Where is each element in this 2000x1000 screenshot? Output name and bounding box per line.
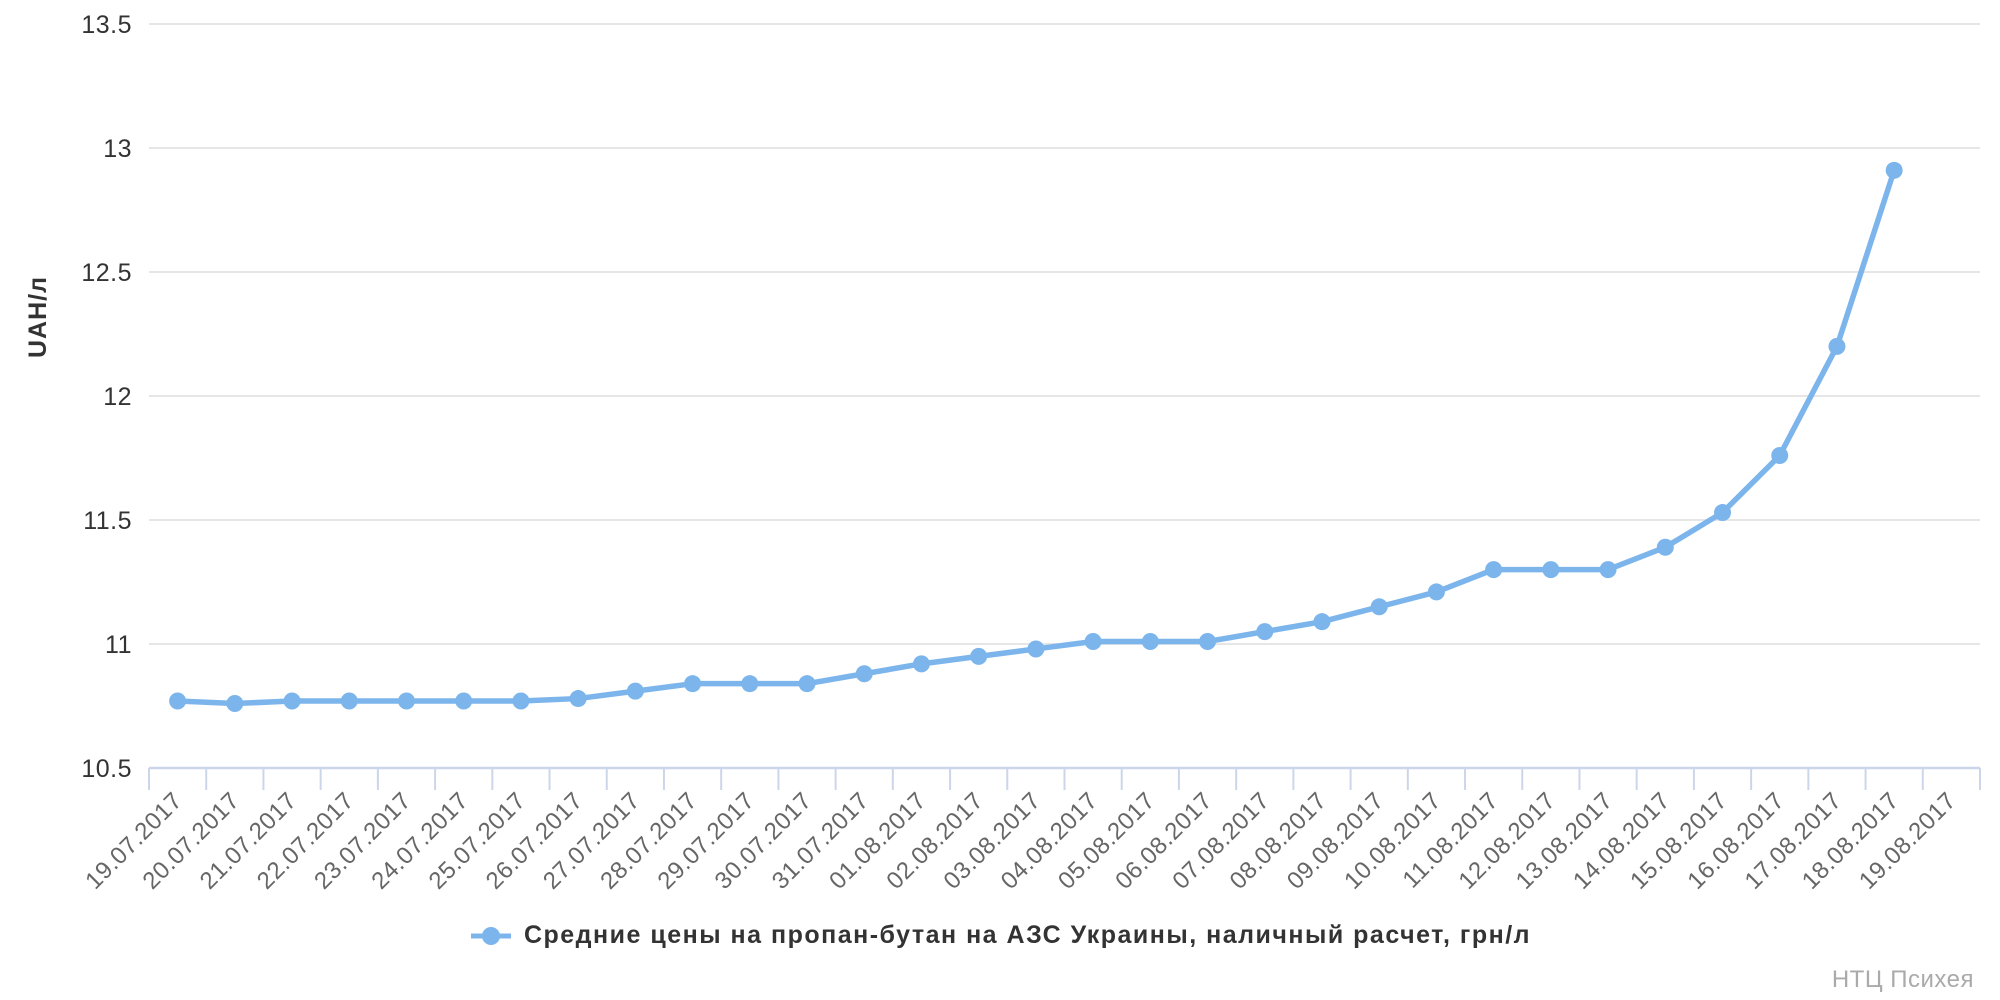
data-point[interactable] xyxy=(512,692,530,710)
data-point[interactable] xyxy=(1714,504,1732,522)
data-point[interactable] xyxy=(1828,337,1846,355)
legend-item[interactable]: Средние цены на пропан-бутан на АЗС Укра… xyxy=(469,921,1531,950)
data-point[interactable] xyxy=(226,695,244,713)
y-axis-label: 13.5 xyxy=(81,11,132,39)
data-point[interactable] xyxy=(1084,633,1102,651)
price-line xyxy=(174,167,1897,707)
y-axis-label: 12.5 xyxy=(81,259,132,287)
data-point[interactable] xyxy=(283,692,301,710)
data-point[interactable] xyxy=(340,692,358,710)
data-point[interactable] xyxy=(855,665,873,683)
y-axis-label: 13 xyxy=(103,135,132,163)
data-point[interactable] xyxy=(798,675,816,693)
attribution-watermark: НТЦ Психея xyxy=(1831,966,1974,993)
data-point[interactable] xyxy=(1427,583,1445,601)
data-point[interactable] xyxy=(569,690,587,708)
data-point[interactable] xyxy=(626,682,644,700)
data-point[interactable] xyxy=(1141,633,1159,651)
data-point[interactable] xyxy=(1027,640,1045,658)
data-point[interactable] xyxy=(1771,447,1789,465)
data-point[interactable] xyxy=(1656,538,1674,556)
y-axis-label: 11.5 xyxy=(83,507,132,535)
legend: Средние цены на пропан-бутан на АЗС Укра… xyxy=(0,921,2000,950)
y-axis-label: 12 xyxy=(103,383,132,411)
y-axis-label: 10.5 xyxy=(81,755,132,783)
legend-label: Средние цены на пропан-бутан на АЗС Укра… xyxy=(523,921,1532,949)
data-point[interactable] xyxy=(1313,613,1331,631)
data-point[interactable] xyxy=(1199,633,1217,651)
data-point[interactable] xyxy=(684,675,702,693)
y-axis-label: 11 xyxy=(105,631,132,659)
data-point[interactable] xyxy=(912,655,930,673)
data-point[interactable] xyxy=(1542,561,1560,579)
legend-series-marker-icon xyxy=(470,926,511,945)
data-point[interactable] xyxy=(397,692,415,710)
data-point[interactable] xyxy=(455,692,473,710)
data-point[interactable] xyxy=(1599,561,1617,579)
data-point[interactable] xyxy=(741,675,759,693)
data-point[interactable] xyxy=(1885,161,1903,179)
data-point[interactable] xyxy=(169,692,187,710)
data-point[interactable] xyxy=(1256,623,1274,641)
data-point[interactable] xyxy=(1485,561,1503,579)
data-point[interactable] xyxy=(1370,598,1388,616)
y-axis-title: UAH/л xyxy=(24,276,52,358)
data-point[interactable] xyxy=(970,647,988,665)
